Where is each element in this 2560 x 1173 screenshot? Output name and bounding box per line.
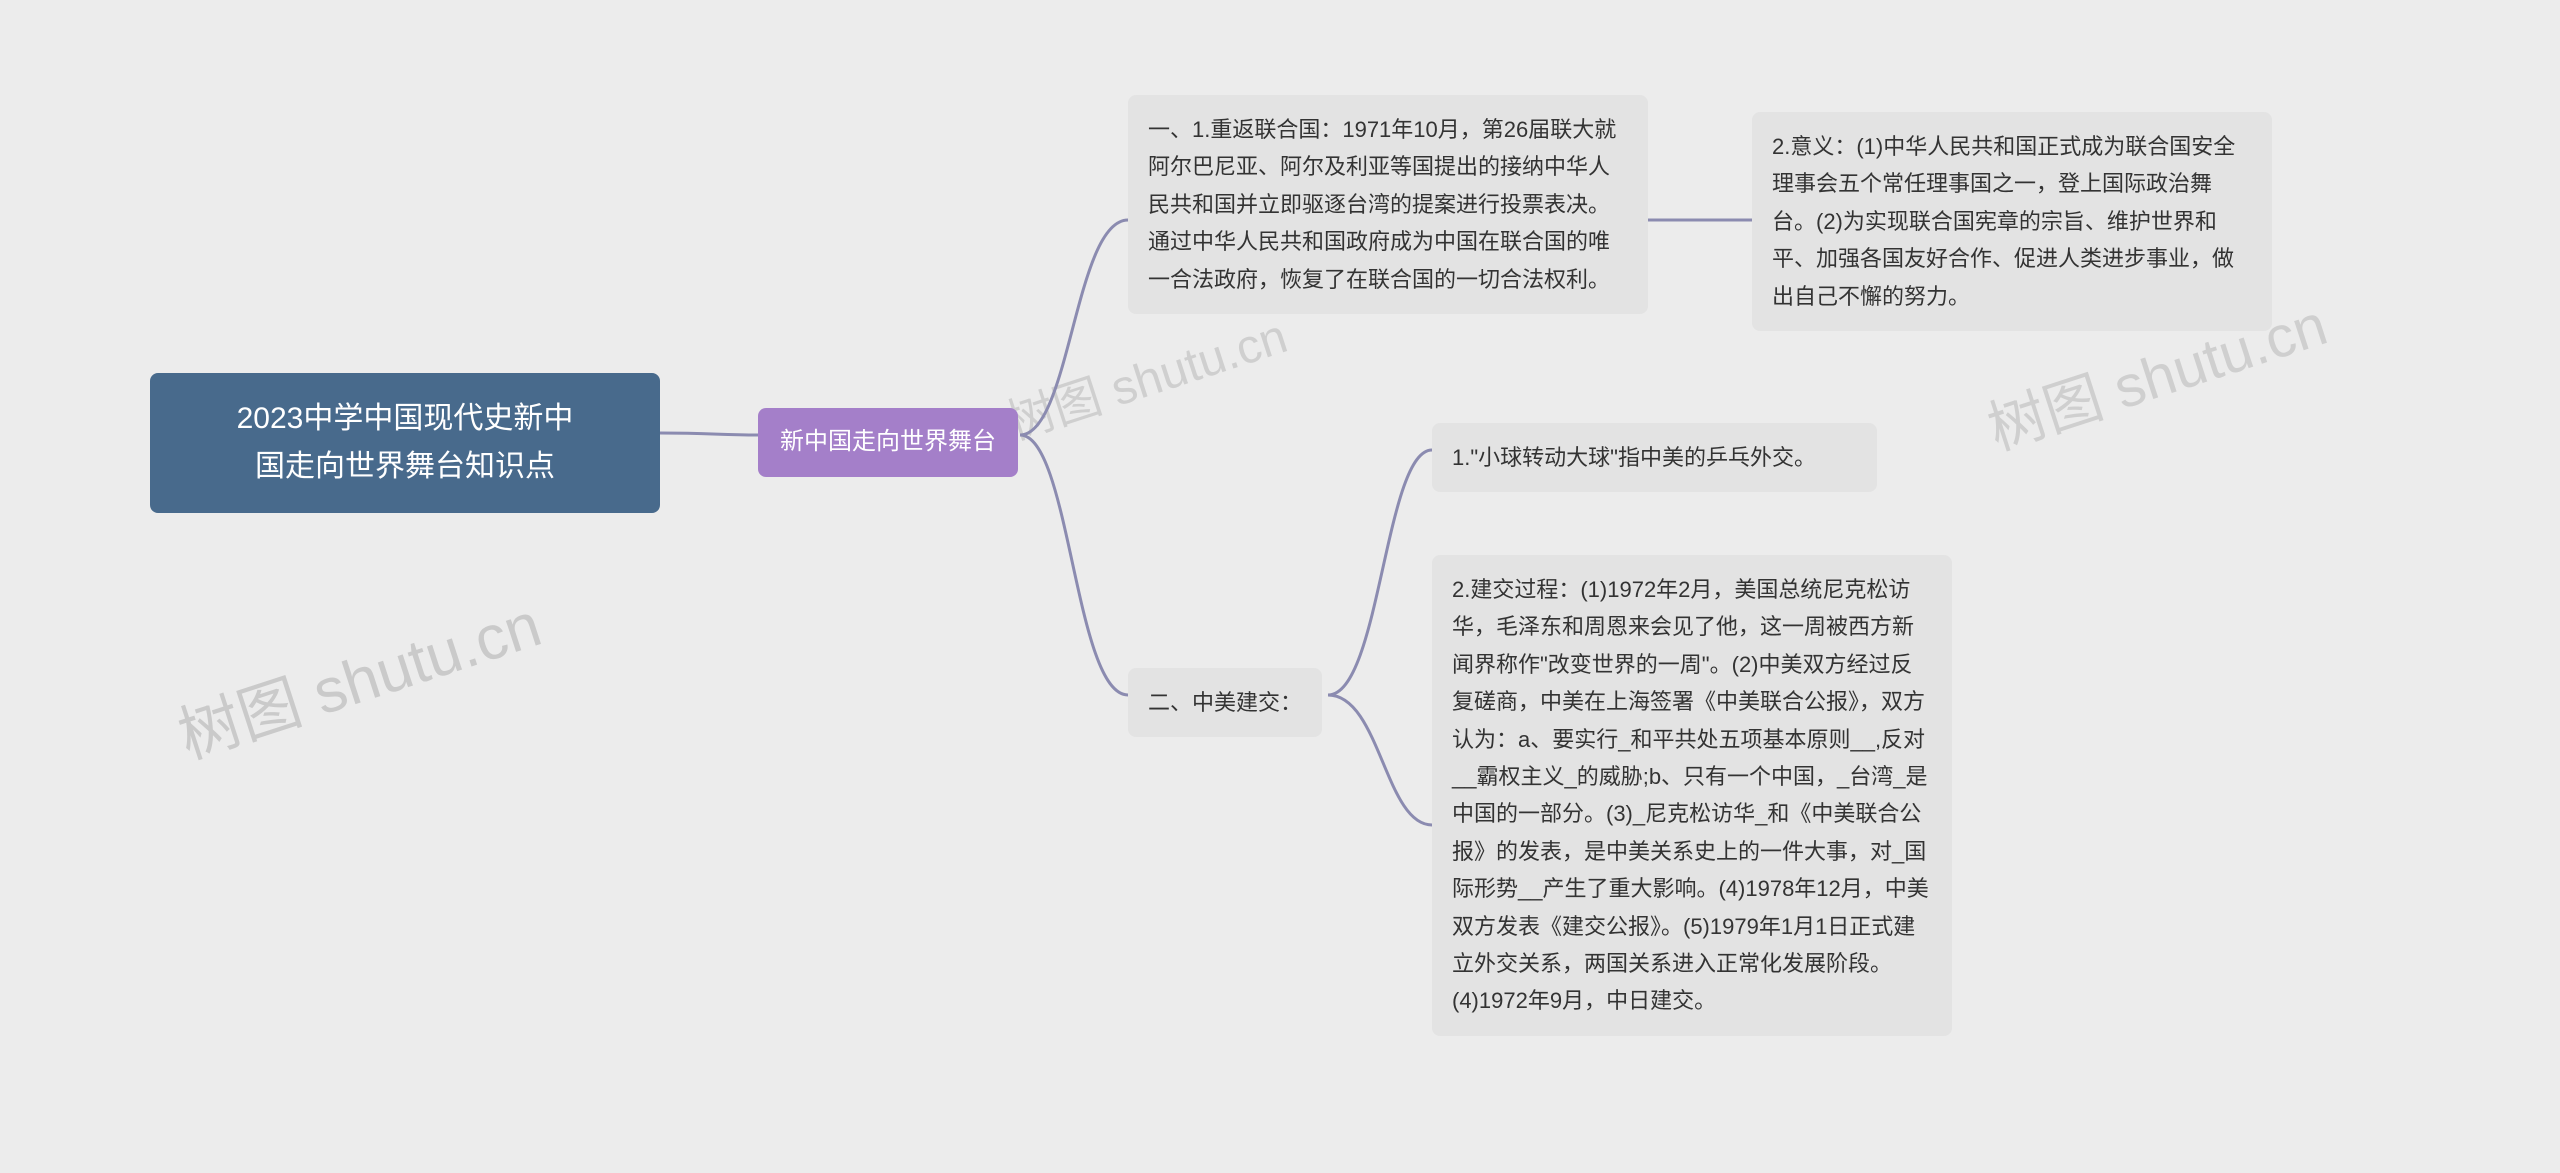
un-text: 一、1.重返联合国：1971年10月，第26届联大就阿尔巴尼亚、阿尔及利亚等国提… bbox=[1148, 117, 1616, 292]
usa-text: 二、中美建交： bbox=[1148, 690, 1302, 715]
watermark: 树图 shutu.cn bbox=[165, 574, 550, 776]
usa-proc-text: 2.建交过程：(1)1972年2月，美国总统尼克松访华，毛泽东和周恩来会见了他，… bbox=[1452, 577, 1929, 1013]
root-line1: 2023中学中国现代史新中 bbox=[237, 402, 574, 435]
pp-text: 1."小球转动大球"指中美的乒乓外交。 bbox=[1452, 445, 1816, 470]
un-sig-text: 2.意义：(1)中华人民共和国正式成为联合国安全理事会五个常任理事国之一，登上国… bbox=[1772, 134, 2235, 309]
un-significance-node: 2.意义：(1)中华人民共和国正式成为联合国安全理事会五个常任理事国之一，登上国… bbox=[1752, 112, 2272, 331]
root-node: 2023中学中国现代史新中 国走向世界舞台知识点 bbox=[150, 373, 660, 513]
root-line2: 国走向世界舞台知识点 bbox=[255, 450, 555, 483]
pingpong-node: 1."小球转动大球"指中美的乒乓外交。 bbox=[1432, 423, 1877, 492]
watermark: 树图 shutu.cn bbox=[996, 297, 1294, 453]
center-node: 新中国走向世界舞台 bbox=[758, 408, 1018, 477]
center-text: 新中国走向世界舞台 bbox=[780, 428, 996, 455]
un-node: 一、1.重返联合国：1971年10月，第26届联大就阿尔巴尼亚、阿尔及利亚等国提… bbox=[1128, 95, 1648, 314]
usa-node: 二、中美建交： bbox=[1128, 668, 1322, 737]
usa-process-node: 2.建交过程：(1)1972年2月，美国总统尼克松访华，毛泽东和周恩来会见了他，… bbox=[1432, 555, 1952, 1036]
